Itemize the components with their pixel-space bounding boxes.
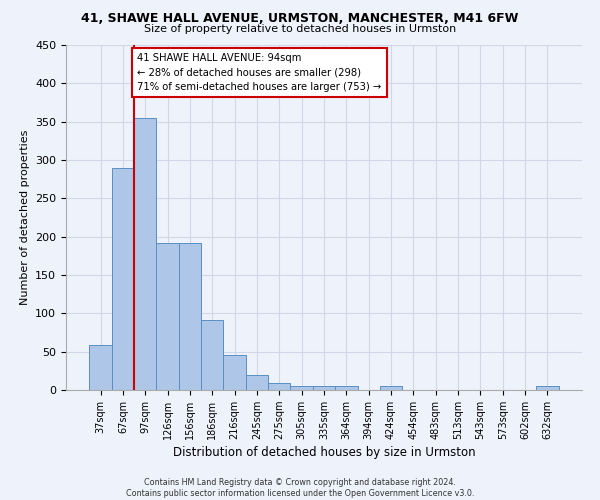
Bar: [290, 386, 313, 390]
Bar: [246, 374, 268, 390]
Text: 41 SHAWE HALL AVENUE: 94sqm
← 28% of detached houses are smaller (298)
71% of se: 41 SHAWE HALL AVENUE: 94sqm ← 28% of det…: [137, 52, 382, 92]
Bar: [201, 320, 223, 390]
Bar: [157, 243, 179, 390]
Bar: [223, 354, 246, 390]
Bar: [89, 345, 112, 390]
Bar: [134, 118, 157, 390]
Bar: [380, 386, 402, 390]
Text: Size of property relative to detached houses in Urmston: Size of property relative to detached ho…: [144, 24, 456, 34]
Bar: [536, 386, 559, 390]
Bar: [268, 383, 290, 390]
Y-axis label: Number of detached properties: Number of detached properties: [20, 130, 29, 305]
X-axis label: Distribution of detached houses by size in Urmston: Distribution of detached houses by size …: [173, 446, 475, 459]
Bar: [335, 386, 358, 390]
Bar: [313, 386, 335, 390]
Text: Contains HM Land Registry data © Crown copyright and database right 2024.
Contai: Contains HM Land Registry data © Crown c…: [126, 478, 474, 498]
Bar: [112, 168, 134, 390]
Bar: [179, 243, 201, 390]
Text: 41, SHAWE HALL AVENUE, URMSTON, MANCHESTER, M41 6FW: 41, SHAWE HALL AVENUE, URMSTON, MANCHEST…: [82, 12, 518, 26]
